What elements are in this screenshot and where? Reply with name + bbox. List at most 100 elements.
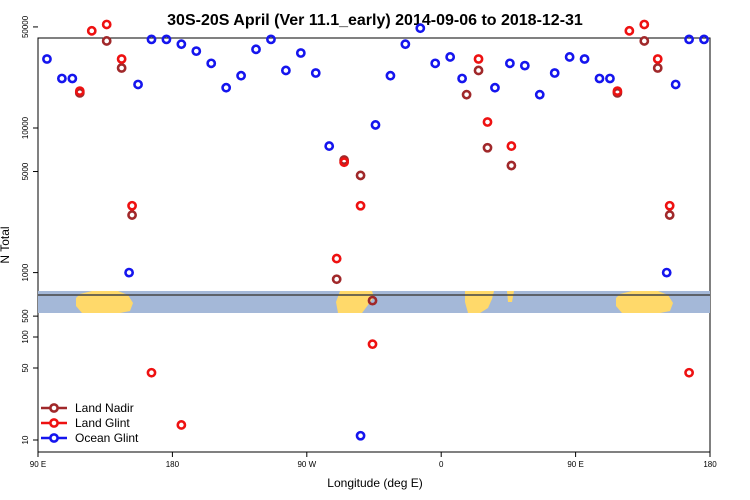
legend-label-land-nadir: Land Nadir: [75, 401, 134, 415]
map-land-africa: [465, 291, 494, 313]
y-axis-upper: 50000 10000 5000 1000 500: [21, 15, 38, 323]
land-glint-point: [473, 54, 484, 64]
map-land-madagascar: [507, 291, 514, 302]
land-nadir-point: [127, 210, 137, 220]
ocean-glint-point: [490, 82, 500, 93]
ocean-glint-point: [324, 141, 335, 151]
ocean-glint-point: [457, 73, 468, 84]
ocean-glint-point: [534, 89, 545, 100]
ocean-glint-point: [400, 39, 411, 50]
land-nadir-point: [116, 63, 127, 73]
y-tick-label: 1000: [21, 263, 30, 281]
ocean-glint-point: [221, 82, 232, 93]
ocean-glint-point: [355, 430, 366, 441]
x-tick-label: 90 W: [297, 460, 316, 469]
land-glint-point: [624, 25, 635, 36]
land-glint-point: [639, 19, 650, 30]
y-tick-label: 10: [21, 435, 30, 444]
land-glint-point: [367, 339, 378, 350]
map-ocean: [38, 291, 710, 313]
ocean-glint-point: [579, 54, 590, 64]
land-nadir-point: [639, 36, 650, 46]
ocean-glint-point: [56, 73, 67, 84]
legend-marker-land-glint: [49, 418, 59, 428]
x-axis-label: Longitude (deg E): [327, 476, 422, 490]
map-land-australia-repeat: [616, 291, 673, 313]
land-glint-point: [664, 200, 675, 211]
chart-title: 30S-20S April (Ver 11.1_early) 2014-09-0…: [167, 12, 583, 29]
x-tick-label: 0: [439, 460, 444, 469]
ocean-glint-point: [133, 79, 143, 90]
ocean-glint-point: [266, 34, 276, 45]
land-glint-point: [331, 253, 342, 264]
y-tick-label: 5000: [21, 162, 30, 180]
x-tick-label: 90 E: [30, 460, 46, 469]
x-tick-label: 180: [166, 460, 180, 469]
ocean-glint-point: [415, 23, 426, 34]
ocean-glint-point: [42, 54, 52, 64]
ocean-glint-point: [445, 52, 456, 62]
ocean-glint-point: [280, 65, 291, 76]
land-glint-point: [146, 367, 157, 378]
land-glint-point: [127, 200, 137, 211]
x-tick-label: 90 E: [567, 460, 583, 469]
land-glint-point: [339, 157, 350, 168]
legend-label-land-glint: Land Glint: [75, 416, 130, 430]
y-axis-lower: 100 50 10: [21, 330, 38, 444]
x-axis: 90 E 180 90 W 0 90 E 180: [30, 452, 717, 469]
y-tick-label: 50000: [21, 15, 30, 38]
land-glint-point: [612, 86, 623, 96]
ocean-glint-point: [605, 73, 615, 84]
legend-label-ocean-glint: Ocean Glint: [75, 431, 139, 445]
land-nadir-point: [664, 210, 675, 220]
land-glint-point: [86, 25, 97, 36]
ocean-glint-point: [549, 68, 560, 78]
ocean-glint-point: [699, 34, 709, 45]
land-glint-point: [101, 19, 112, 30]
ocean-glint-point: [519, 60, 530, 71]
ocean-glint-point: [670, 79, 681, 90]
ocean-glint-point: [430, 58, 441, 69]
ocean-glint-point: [251, 44, 261, 55]
land-glint-point: [355, 200, 366, 211]
ocean-glint-point: [310, 68, 321, 78]
ocean-glint-point: [564, 52, 575, 62]
land-nadir-point: [461, 89, 472, 100]
map-land-south-america: [336, 291, 374, 313]
land-nadir-point: [652, 63, 663, 73]
land-glint-point: [116, 54, 127, 64]
y-tick-label: 50: [21, 363, 30, 372]
ocean-glint-point: [684, 34, 694, 45]
ocean-glint-point: [594, 73, 605, 84]
ocean-glint-point: [191, 46, 202, 57]
land-nadir-point: [473, 65, 484, 76]
land-nadir-point: [506, 160, 517, 171]
land-glint-point: [684, 367, 694, 378]
land-glint-point: [506, 141, 517, 151]
ocean-glint-point: [146, 34, 157, 45]
ocean-glint-point: [206, 58, 217, 69]
y-tick-label: 10000: [21, 116, 30, 139]
land-glint-point: [482, 117, 493, 127]
series-layer: [42, 19, 709, 441]
land-glint-point: [652, 54, 663, 64]
ocean-glint-point: [661, 267, 672, 278]
map-land-australia: [76, 291, 133, 313]
legend-marker-ocean-glint: [49, 433, 59, 443]
ocean-glint-point: [385, 70, 396, 81]
y-tick-label: 100: [21, 330, 30, 344]
ocean-glint-point: [124, 267, 134, 278]
ocean-glint-point: [504, 58, 515, 69]
y-tick-label: 500: [21, 309, 30, 323]
y-axis-label: N Total: [0, 226, 12, 263]
plot-frame: [37, 37, 711, 453]
land-nadir-point: [331, 274, 342, 285]
ocean-glint-point: [236, 70, 246, 81]
legend-marker-land-nadir: [49, 403, 59, 413]
land-nadir-point: [355, 170, 366, 181]
land-nadir-point: [482, 142, 493, 153]
world-map-strip: [38, 291, 710, 313]
ocean-glint-point: [161, 34, 172, 45]
